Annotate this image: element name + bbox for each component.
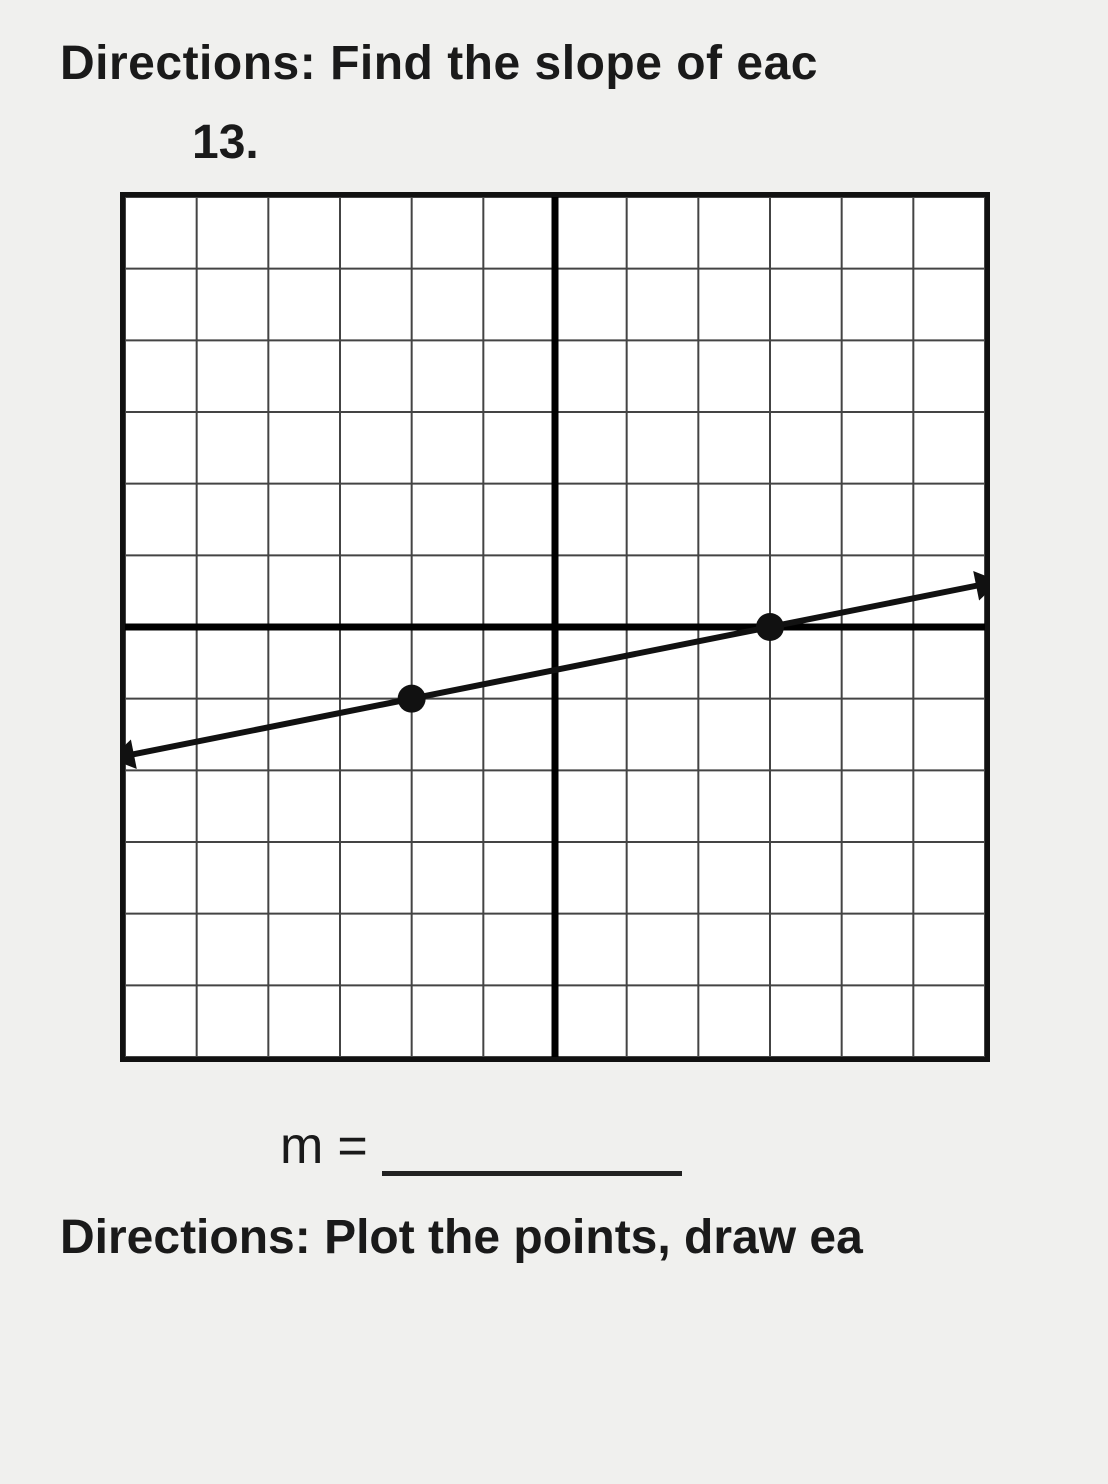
equals-sign: = bbox=[337, 1116, 367, 1176]
answer-blank bbox=[382, 1158, 682, 1176]
directions-label: Directions: bbox=[60, 37, 316, 90]
directions-bottom: Directions: Plot the points, draw ea bbox=[60, 1210, 1088, 1265]
slope-graph bbox=[120, 192, 990, 1062]
slope-answer-line: m = bbox=[280, 1116, 1088, 1176]
directions-bottom-label: Directions: bbox=[60, 1211, 311, 1264]
problem-number: 13. bbox=[192, 115, 1088, 170]
directions-text: Find the slope of eac bbox=[330, 37, 818, 90]
directions-bottom-text: Plot the points, draw ea bbox=[324, 1211, 863, 1264]
directions-top: Directions: Find the slope of eac bbox=[60, 36, 1088, 91]
slope-var: m bbox=[280, 1116, 323, 1176]
graph-svg bbox=[125, 197, 985, 1057]
